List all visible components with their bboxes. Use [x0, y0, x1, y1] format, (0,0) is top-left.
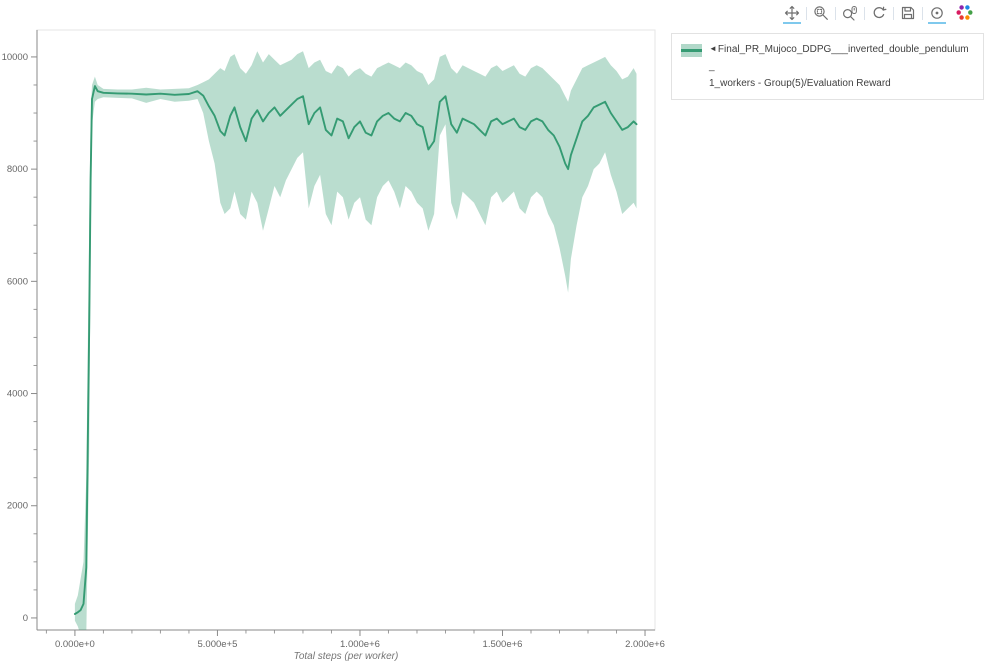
reset-icon	[873, 6, 887, 19]
legend-label-line2: 1_workers - Group(5)/Evaluation Reward	[709, 78, 891, 89]
box-zoom-icon	[814, 6, 828, 20]
svg-text:1.500e+6: 1.500e+6	[483, 639, 523, 648]
toolbar-divider	[864, 6, 865, 20]
bokeh-logo-icon	[955, 5, 973, 20]
toolbar-divider	[835, 6, 836, 20]
save-icon	[901, 6, 915, 20]
svg-text:1.000e+6: 1.000e+6	[340, 639, 380, 648]
wheel-zoom-icon	[842, 6, 857, 21]
svg-text:5.000e+5: 5.000e+5	[197, 639, 237, 648]
wheel-zoom-tool-button[interactable]	[840, 4, 860, 22]
legend-item[interactable]: ◄Final_PR_Mujoco_DDPG___inverted_double_…	[681, 41, 974, 92]
chart-canvas[interactable]: 0.000e+0 5.000e+5 1.000e+6 1.500e+6 2.000e+6…	[0, 0, 665, 648]
x-axis-label: Total steps (per worker)	[293, 651, 399, 662]
svg-text:10000: 10000	[2, 52, 28, 63]
toolbar-divider	[893, 6, 894, 20]
bokeh-logo[interactable]	[954, 3, 974, 23]
svg-text:4000: 4000	[7, 389, 28, 400]
legend: ◄Final_PR_Mujoco_DDPG___inverted_double_…	[671, 33, 984, 100]
svg-text:2.000e+6: 2.000e+6	[625, 639, 665, 648]
legend-label-line1: Final_PR_Mujoco_DDPG___inverted_double_p…	[709, 44, 969, 72]
svg-text:0: 0	[23, 613, 28, 624]
legend-swatch-line	[681, 49, 702, 52]
pan-tool-button[interactable]	[782, 4, 802, 24]
svg-text:8000: 8000	[7, 164, 28, 175]
svg-text:6000: 6000	[7, 276, 28, 287]
toolbar-divider	[806, 6, 807, 20]
toolbar-divider	[922, 6, 923, 20]
reset-tool-button[interactable]	[869, 4, 889, 22]
legend-swatch	[681, 44, 702, 57]
save-tool-button[interactable]	[898, 4, 918, 22]
box-zoom-tool-button[interactable]	[811, 4, 831, 22]
legend-collapse-icon: ◄	[709, 44, 717, 53]
svg-text:2000: 2000	[7, 501, 28, 512]
legend-label: ◄Final_PR_Mujoco_DDPG___inverted_double_…	[709, 41, 974, 92]
svg-text:0.000e+0: 0.000e+0	[55, 639, 95, 648]
hover-tool-button[interactable]	[927, 4, 947, 24]
pan-icon	[784, 5, 800, 21]
hover-icon	[931, 7, 943, 19]
plot-toolbar	[782, 3, 974, 24]
